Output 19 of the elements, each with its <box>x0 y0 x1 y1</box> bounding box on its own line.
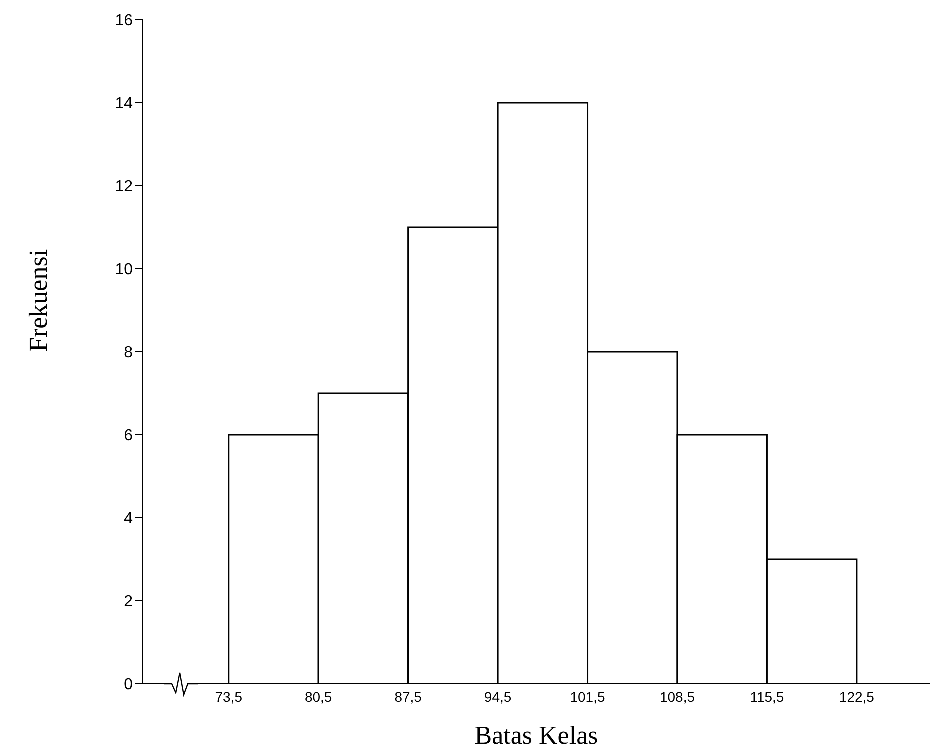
x-tick-label: 80,5 <box>304 688 332 705</box>
x-tick-label: 115,5 <box>750 688 784 705</box>
y-tick-label: 6 <box>124 428 134 445</box>
x-tick-label: 94,5 <box>484 688 512 705</box>
y-tick-label: 12 <box>115 178 134 196</box>
x-tick-label: 87,5 <box>394 688 422 705</box>
y-tick-label: 8 <box>124 344 134 362</box>
y-tick-label: 2 <box>124 594 134 611</box>
y-tick-label: 0 <box>124 676 134 694</box>
x-tick-label: 73,5 <box>215 688 243 705</box>
x-tick-label: 122,5 <box>839 688 875 705</box>
x-axis-title: Batas Kelas <box>474 721 598 750</box>
y-tick-label: 10 <box>115 262 134 279</box>
y-axis-title: Frekuensi <box>24 249 54 352</box>
x-tick-label: 108,5 <box>660 688 696 705</box>
y-tick-label: 14 <box>115 96 134 113</box>
y-tick-label: 16 <box>115 12 134 30</box>
y-tick-label: 4 <box>124 510 134 528</box>
x-tick-label: 101,5 <box>570 688 606 705</box>
